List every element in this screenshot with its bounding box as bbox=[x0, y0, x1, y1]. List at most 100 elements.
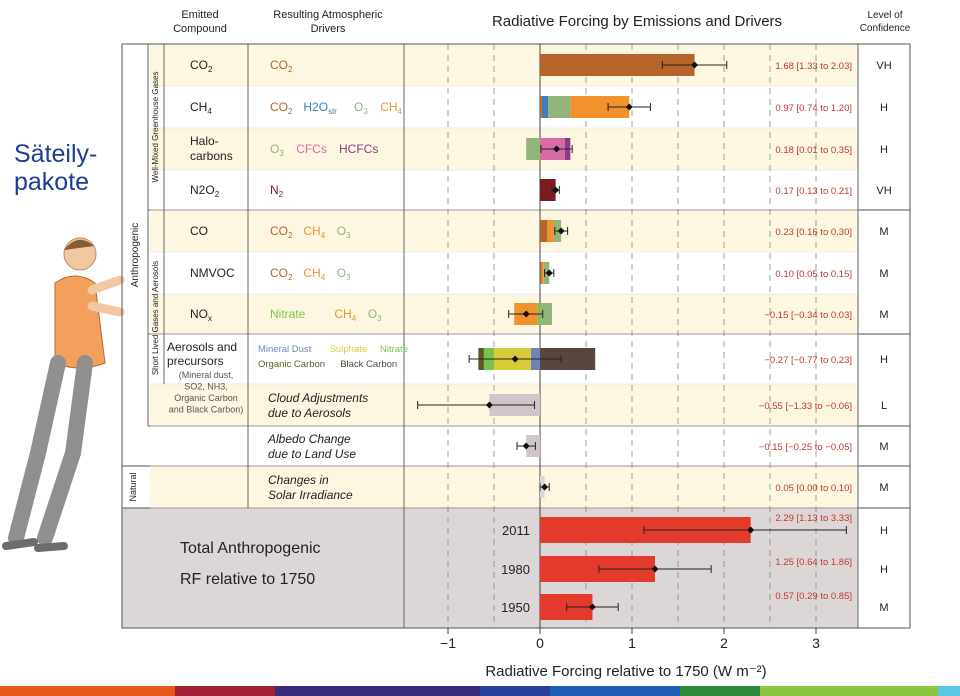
compound-note: SO2, NH3, bbox=[184, 382, 228, 392]
driver-label: CFCs bbox=[296, 142, 327, 156]
compound-label: NOx bbox=[190, 307, 212, 323]
confidence-label: M bbox=[879, 268, 888, 280]
driver-label: CO2 bbox=[270, 266, 293, 282]
confidence-label: M bbox=[879, 602, 888, 614]
best-estimate-marker bbox=[541, 483, 549, 491]
bar-segment bbox=[540, 54, 695, 76]
slide-title: Säteily- pakote bbox=[14, 140, 97, 196]
confidence-label: M bbox=[879, 309, 888, 321]
slide-title-line1: Säteily- bbox=[14, 140, 98, 168]
group-label-natural: Natural bbox=[128, 472, 138, 501]
value-label: 0.97 [0.74 to 1.20] bbox=[775, 103, 852, 114]
total-year-label: 1980 bbox=[501, 562, 530, 577]
driver-label: due to Land Use bbox=[268, 447, 356, 461]
value-label: 0.05 [0.00 to 0.10] bbox=[775, 483, 852, 494]
footer-color-bar bbox=[0, 686, 960, 696]
driver-label: Nitrate bbox=[270, 307, 306, 321]
row-background bbox=[150, 426, 858, 466]
value-label: 1.25 [0.64 to 1.86] bbox=[775, 557, 852, 568]
bar-segment bbox=[540, 179, 556, 201]
driver-label: O3 bbox=[270, 142, 284, 158]
total-label: Total Anthropogenic bbox=[180, 540, 321, 557]
compound-label: CO2 bbox=[190, 58, 213, 74]
compound-label: N2O2 bbox=[190, 183, 220, 199]
row-background bbox=[150, 44, 858, 86]
confidence-label: M bbox=[879, 226, 888, 238]
compound-label: CH4 bbox=[190, 100, 212, 116]
group-label-wmghg: Well-Mixed Greenhouse Gases bbox=[151, 71, 160, 182]
footer-color-segment bbox=[480, 686, 550, 696]
best-estimate-marker bbox=[691, 61, 699, 69]
driver-label: due to Aerosols bbox=[268, 406, 351, 420]
driver-label: Nitrate bbox=[380, 344, 408, 355]
value-label: 0.57 [0.29 to 0.85] bbox=[775, 591, 852, 602]
row-background bbox=[150, 252, 858, 294]
header-emitted: Emitted bbox=[181, 9, 218, 21]
bar-segment bbox=[540, 348, 596, 370]
bar-segment bbox=[547, 220, 554, 242]
best-estimate-marker bbox=[552, 186, 560, 194]
confidence-label: M bbox=[879, 441, 888, 453]
driver-label: CO2 bbox=[270, 224, 293, 240]
driver-label: CO2 bbox=[270, 58, 293, 74]
confidence-label: VH bbox=[876, 60, 891, 72]
compound-label: CO bbox=[190, 224, 208, 238]
driver-label: CH4 bbox=[334, 307, 356, 323]
driver-label: Organic Carbon bbox=[258, 359, 325, 370]
bar-segment bbox=[570, 96, 630, 118]
driver-label: Mineral Dust bbox=[258, 344, 312, 355]
slide-title-line2: pakote bbox=[14, 168, 90, 196]
compound-note: and Black Carbon) bbox=[169, 405, 244, 415]
row-background bbox=[150, 294, 858, 334]
best-estimate-marker bbox=[545, 269, 553, 277]
driver-label: CH4 bbox=[303, 224, 325, 240]
bar-segment bbox=[526, 138, 540, 160]
chart-title: Radiative Forcing by Emissions and Drive… bbox=[492, 13, 782, 30]
compound-label: Halo- bbox=[190, 134, 219, 148]
bar-segment bbox=[541, 96, 549, 118]
x-tick-label: 2 bbox=[720, 635, 728, 651]
value-label: −0.15 [−0.34 to 0.03] bbox=[764, 310, 852, 321]
row-background bbox=[150, 210, 858, 252]
footer-color-segment bbox=[938, 686, 960, 696]
header-confidence: Confidence bbox=[860, 23, 911, 34]
best-estimate-marker bbox=[522, 442, 530, 450]
driver-label: Albedo Change bbox=[267, 432, 351, 446]
x-tick-label: −1 bbox=[440, 635, 456, 651]
footer-color-segment bbox=[680, 686, 760, 696]
row-background bbox=[150, 466, 858, 508]
driver-label: O3 bbox=[337, 266, 351, 282]
total-year-label: 1950 bbox=[501, 600, 530, 615]
value-label: 0.10 [0.05 to 0.15] bbox=[775, 269, 852, 280]
driver-label: O3 bbox=[368, 307, 382, 323]
footer-color-segment bbox=[760, 686, 938, 696]
row-background bbox=[150, 128, 858, 170]
confidence-label: H bbox=[880, 525, 888, 537]
compound-label: precursors bbox=[167, 354, 224, 368]
bar-segment bbox=[548, 96, 571, 118]
bar-segment bbox=[540, 96, 542, 118]
confidence-label: M bbox=[879, 482, 888, 494]
value-label: 0.23 [0.16 to 0.30] bbox=[775, 227, 852, 238]
driver-label: CO2 bbox=[270, 100, 293, 116]
best-estimate-marker bbox=[557, 227, 565, 235]
best-estimate-marker bbox=[588, 603, 596, 611]
total-year-label: 2011 bbox=[502, 523, 530, 538]
person-pushing-illustration bbox=[2, 237, 125, 552]
x-axis-label: Radiative Forcing relative to 1750 (W m⁻… bbox=[485, 663, 766, 680]
value-label: −0.27 [−0.77 to 0.23] bbox=[764, 355, 852, 366]
driver-label: CH4 bbox=[303, 266, 325, 282]
confidence-label: L bbox=[881, 400, 887, 412]
confidence-label: H bbox=[880, 102, 888, 114]
footer-color-segment bbox=[275, 686, 480, 696]
value-label: 2.29 [1.13 to 3.33] bbox=[775, 513, 852, 524]
row-background bbox=[150, 86, 858, 128]
bar-segment bbox=[540, 303, 552, 325]
footer-color-segment bbox=[0, 686, 175, 696]
confidence-label: H bbox=[880, 144, 888, 156]
compound-note: Organic Carbon bbox=[174, 393, 238, 403]
bar-segment bbox=[540, 220, 548, 242]
header-confidence: Level of bbox=[867, 10, 902, 21]
footer-color-segment bbox=[550, 686, 680, 696]
